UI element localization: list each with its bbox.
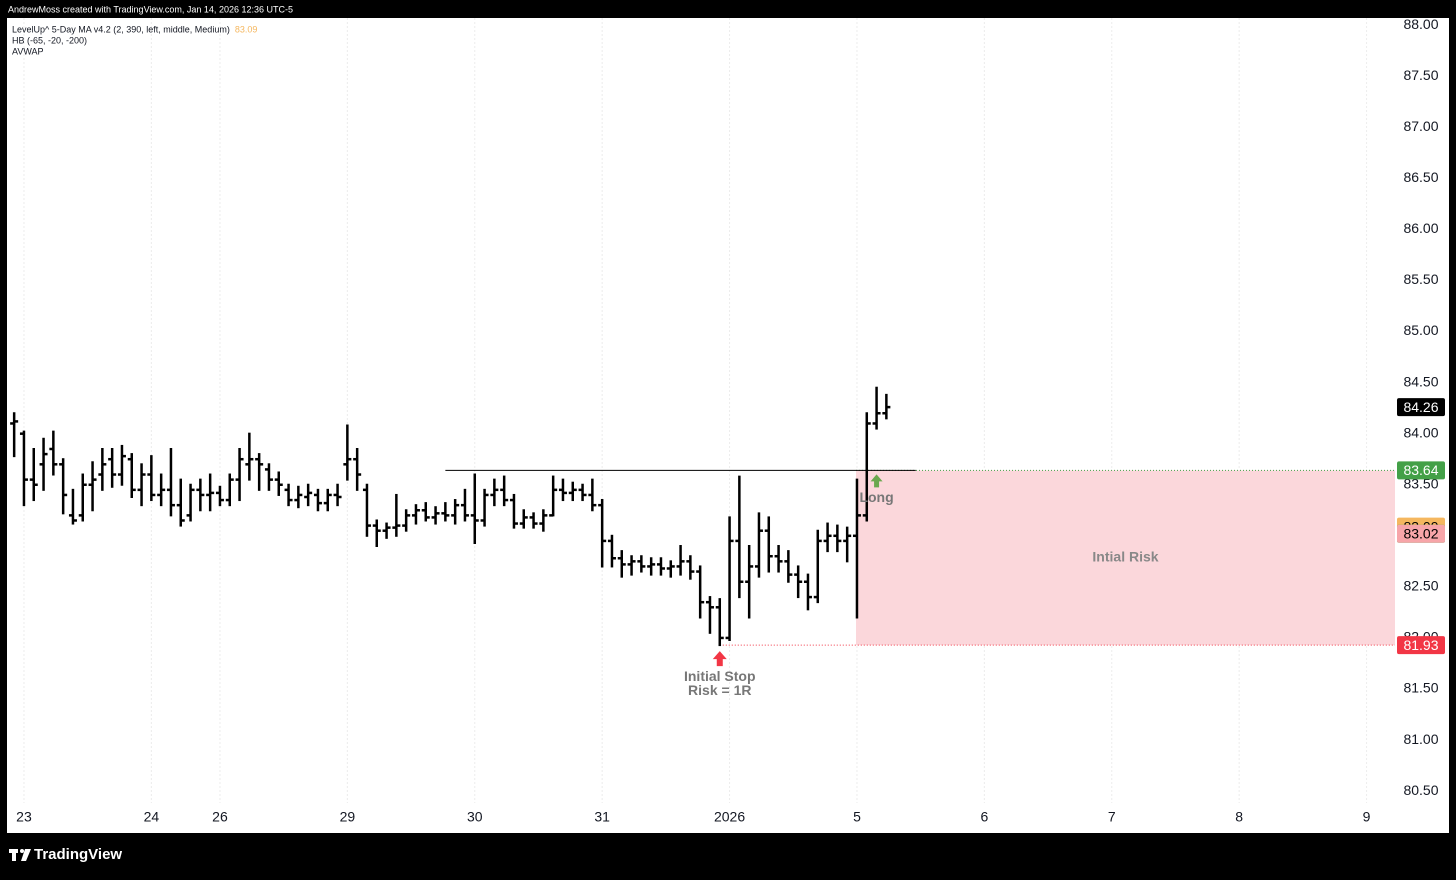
stop-label: Risk = 1R (688, 682, 751, 698)
y-tick-label: 88.00 (1403, 16, 1438, 32)
price-tag (1397, 398, 1445, 417)
entry-arrow (870, 474, 883, 488)
indicator-name: HB (-65, -20, -200) (12, 35, 87, 45)
x-tick-label: 6 (980, 809, 988, 825)
y-tick-label: 83.50 (1403, 475, 1438, 491)
indicator-name: AVWAP (12, 46, 44, 56)
indicator-value: 83.09 (235, 24, 258, 34)
footer-brand: TradingView (34, 846, 122, 863)
x-tick-label: 30 (467, 809, 483, 825)
y-tick-label: 87.50 (1403, 67, 1438, 83)
plot-background (7, 18, 1449, 833)
header-text: AndrewMoss created with TradingView.com,… (8, 4, 293, 14)
y-tick-label: 81.50 (1403, 680, 1438, 696)
y-tick-label: 86.00 (1403, 220, 1438, 236)
entry-label: Long (859, 489, 893, 505)
x-tick-label: 23 (16, 809, 32, 825)
x-tick-label: 7 (1108, 809, 1116, 825)
x-tick-label: 8 (1235, 809, 1243, 825)
stop-price-tag (1397, 636, 1445, 655)
price-tag-label: 83.02 (1403, 525, 1438, 541)
x-tick-label: 5 (853, 809, 861, 825)
x-tick-label: 29 (340, 809, 356, 825)
x-tick-label: 2026 (714, 809, 745, 825)
stop-label: Initial Stop (684, 668, 756, 684)
entry-price-tag (1397, 461, 1445, 480)
price-tag-label: 84.26 (1403, 399, 1438, 415)
x-tick-label: 31 (594, 809, 610, 825)
stop-arrow (712, 651, 727, 667)
y-tick-label: 85.50 (1403, 271, 1438, 287)
entry-price-tag-label: 83.64 (1403, 462, 1438, 478)
price-tag (1397, 524, 1445, 543)
y-tick-label: 84.00 (1403, 424, 1438, 440)
indicator-name: LevelUp^ 5-Day MA v4.2 (2, 390, left, mi… (12, 24, 230, 34)
x-tick-label: 9 (1363, 809, 1371, 825)
risk-box (855, 470, 1395, 646)
risk-box-label: Intial Risk (1092, 548, 1158, 564)
x-tick-label: 26 (212, 809, 228, 825)
stop-price-tag-label: 81.93 (1403, 637, 1438, 653)
x-tick-label: 24 (144, 809, 160, 825)
y-tick-label: 81.00 (1403, 731, 1438, 747)
y-tick-label: 82.50 (1403, 578, 1438, 594)
y-tick-label: 87.00 (1403, 118, 1438, 134)
y-tick-label: 85.00 (1403, 322, 1438, 338)
y-tick-label: 84.50 (1403, 373, 1438, 389)
y-tick-label: 86.50 (1403, 169, 1438, 185)
logo (9, 849, 31, 861)
y-tick-label: 80.50 (1403, 782, 1438, 798)
